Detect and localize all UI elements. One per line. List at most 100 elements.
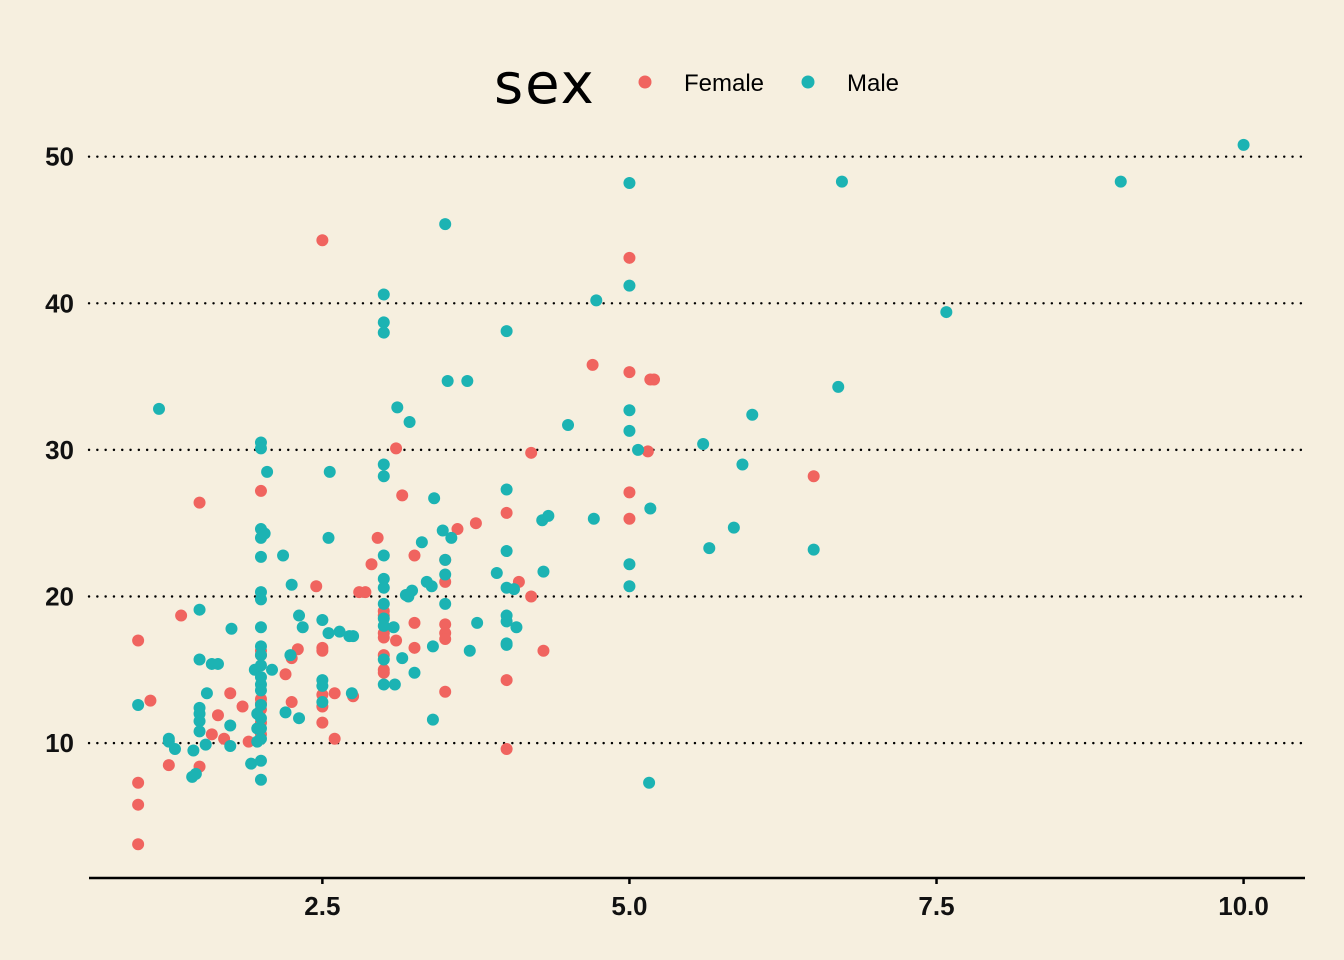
data-point-female bbox=[586, 358, 599, 371]
data-point-female bbox=[439, 685, 452, 698]
data-point-female bbox=[285, 696, 298, 709]
legend-key-male bbox=[801, 75, 815, 89]
data-point-female bbox=[451, 523, 464, 536]
data-point-male bbox=[345, 687, 358, 700]
data-point-female bbox=[242, 735, 255, 748]
data-point-female bbox=[132, 776, 145, 789]
data-point-female bbox=[377, 631, 390, 644]
data-point-male bbox=[377, 458, 390, 471]
y-tick-label: 50 bbox=[45, 142, 74, 172]
data-point-male bbox=[940, 306, 953, 319]
data-point-male bbox=[415, 536, 428, 549]
data-point-male bbox=[279, 706, 292, 719]
data-point-male bbox=[590, 294, 603, 307]
data-point-male bbox=[245, 757, 258, 770]
data-point-male bbox=[697, 438, 710, 451]
data-point-male bbox=[500, 545, 513, 558]
data-point-male bbox=[284, 649, 297, 662]
data-point-male bbox=[537, 565, 550, 578]
data-point-male bbox=[193, 715, 206, 728]
data-point-male bbox=[254, 698, 267, 711]
data-point-male bbox=[406, 584, 419, 597]
data-point-male bbox=[388, 678, 401, 691]
y-tick-label: 30 bbox=[45, 435, 74, 465]
data-point-male bbox=[296, 621, 309, 634]
data-point-male bbox=[377, 572, 390, 585]
legend-title: sex bbox=[494, 52, 596, 117]
data-point-male bbox=[623, 424, 636, 437]
legend-label-female: Female bbox=[684, 70, 764, 97]
data-point-male bbox=[377, 619, 390, 632]
data-point-female bbox=[390, 442, 403, 455]
data-point-male bbox=[510, 621, 523, 634]
x-tick-label: 7.5 bbox=[918, 891, 954, 921]
legend-label-male: Male bbox=[847, 70, 899, 97]
data-point-female bbox=[537, 644, 550, 657]
data-point-male bbox=[254, 684, 267, 697]
data-point-female bbox=[132, 798, 145, 811]
data-point-male bbox=[727, 521, 740, 534]
data-point-male bbox=[316, 679, 329, 692]
data-point-male bbox=[439, 553, 452, 566]
data-point-male bbox=[562, 418, 575, 431]
data-point-female bbox=[316, 234, 329, 247]
data-point-male bbox=[441, 374, 454, 387]
data-point-male bbox=[258, 527, 271, 540]
data-point-male bbox=[500, 615, 513, 628]
data-point-male bbox=[1237, 138, 1250, 151]
data-point-female bbox=[807, 470, 820, 483]
legend-key-female bbox=[638, 75, 652, 89]
data-point-male bbox=[200, 687, 213, 700]
data-point-male bbox=[426, 640, 439, 653]
data-point-male bbox=[347, 630, 360, 643]
data-point-male bbox=[445, 531, 458, 544]
data-point-male bbox=[396, 652, 409, 665]
data-points bbox=[132, 138, 1250, 851]
data-point-male bbox=[168, 742, 181, 755]
data-point-male bbox=[623, 580, 636, 593]
data-point-female bbox=[648, 373, 661, 386]
x-axis: 2.5 5.0 7.5 10.0 bbox=[89, 876, 1305, 921]
data-point-female bbox=[377, 666, 390, 679]
data-point-male bbox=[193, 603, 206, 616]
data-point-male bbox=[254, 649, 267, 662]
data-point-male bbox=[254, 754, 267, 767]
data-point-male bbox=[387, 621, 400, 634]
data-point-male bbox=[322, 531, 335, 544]
data-point-male bbox=[587, 512, 600, 525]
data-point-male bbox=[500, 638, 513, 651]
data-point-male bbox=[132, 698, 145, 711]
data-point-male bbox=[316, 696, 329, 709]
y-tick-label: 40 bbox=[45, 288, 74, 318]
data-point-male bbox=[736, 458, 749, 471]
data-point-male bbox=[377, 549, 390, 562]
data-point-male bbox=[463, 644, 476, 657]
data-point-male bbox=[377, 326, 390, 339]
data-point-female bbox=[279, 668, 292, 681]
data-point-female bbox=[224, 687, 237, 700]
series-female bbox=[132, 234, 820, 851]
data-point-female bbox=[132, 634, 145, 647]
data-point-female bbox=[396, 489, 409, 502]
data-point-male bbox=[293, 609, 306, 622]
data-point-female bbox=[254, 484, 267, 497]
data-point-male bbox=[623, 279, 636, 292]
data-point-male bbox=[632, 443, 645, 456]
data-point-male bbox=[211, 657, 224, 670]
data-point-female bbox=[310, 580, 323, 593]
data-point-male bbox=[254, 442, 267, 455]
data-point-male bbox=[835, 175, 848, 188]
data-point-female bbox=[408, 641, 421, 654]
data-point-male bbox=[377, 316, 390, 329]
data-point-male bbox=[254, 773, 267, 786]
data-point-male bbox=[266, 663, 279, 676]
data-point-male bbox=[254, 712, 267, 725]
data-point-male bbox=[391, 401, 404, 414]
data-point-female bbox=[211, 709, 224, 722]
data-point-male bbox=[490, 567, 503, 580]
data-point-male bbox=[643, 776, 656, 789]
x-tick-label: 2.5 bbox=[304, 891, 340, 921]
data-point-female bbox=[205, 728, 218, 741]
data-point-female bbox=[408, 616, 421, 629]
data-point-male bbox=[254, 621, 267, 634]
